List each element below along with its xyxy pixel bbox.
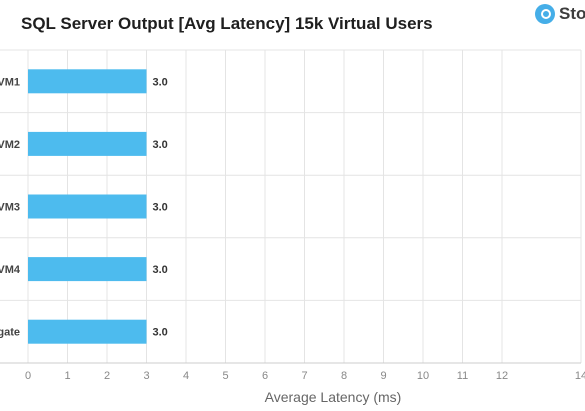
category-label: gate <box>0 327 20 339</box>
chart-title: SQL Server Output [Avg Latency] 15k Virt… <box>21 14 433 33</box>
x-tick-label: 5 <box>222 370 228 382</box>
x-tick-label: 1 <box>64 370 70 382</box>
x-tick-label: 14 <box>575 370 585 382</box>
x-tick-label: 8 <box>341 370 347 382</box>
bar-series: VM1 3.0 VM2 3.0 VM3 3.0 VM4 3.0 gate 3.0 <box>0 69 168 344</box>
x-tick-label: 10 <box>417 370 429 382</box>
x-tick-label: 4 <box>183 370 189 382</box>
category-label: VM2 <box>0 139 20 151</box>
x-tick-label: 7 <box>301 370 307 382</box>
category-label: VM4 <box>0 264 21 276</box>
bar-value-label: 3.0 <box>153 327 168 339</box>
x-tick-label: 12 <box>496 370 508 382</box>
bar-value-label: 3.0 <box>153 202 168 214</box>
bar-value-label: 3.0 <box>153 139 168 151</box>
x-tick-label: 0 <box>25 370 31 382</box>
x-axis-title: Average Latency (ms) <box>265 389 402 405</box>
bar[interactable] <box>28 131 147 156</box>
bar[interactable] <box>28 194 147 219</box>
storagereview-logo-icon <box>535 4 555 24</box>
brand-text: Sto <box>559 4 585 23</box>
bar[interactable] <box>28 319 147 344</box>
x-tick-label: 9 <box>380 370 386 382</box>
category-label: VM1 <box>0 76 20 88</box>
x-tick-label: 6 <box>262 370 268 382</box>
x-tick-label: 2 <box>104 370 110 382</box>
x-tick-label: 11 <box>457 370 468 382</box>
bar[interactable] <box>28 257 147 282</box>
x-tick-label: 3 <box>143 370 149 382</box>
bar[interactable] <box>28 69 147 94</box>
brand-logo[interactable]: Sto <box>535 4 585 24</box>
bar-value-label: 3.0 <box>153 76 168 88</box>
category-label: VM3 <box>0 202 20 214</box>
bar-value-label: 3.0 <box>153 264 168 276</box>
x-axis: 0 1 2 3 4 5 6 7 8 9 10 11 12 14 <box>0 362 585 382</box>
